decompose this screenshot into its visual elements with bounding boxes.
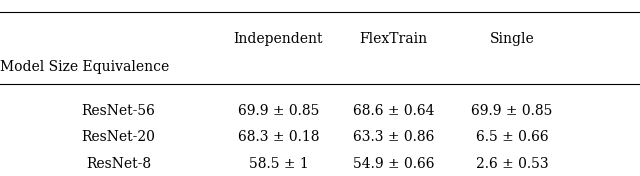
Text: ResNet-56: ResNet-56: [81, 104, 156, 118]
Text: 68.3 ± 0.18: 68.3 ± 0.18: [237, 130, 319, 144]
Text: 63.3 ± 0.86: 63.3 ± 0.86: [353, 130, 435, 144]
Text: 2.6 ± 0.53: 2.6 ± 0.53: [476, 157, 548, 171]
Text: Model Size Equivalence: Model Size Equivalence: [0, 60, 169, 74]
Text: 69.9 ± 0.85: 69.9 ± 0.85: [471, 104, 553, 118]
Text: Single: Single: [490, 32, 534, 46]
Text: 54.9 ± 0.66: 54.9 ± 0.66: [353, 157, 435, 171]
Text: 58.5 ± 1: 58.5 ± 1: [248, 157, 308, 171]
Text: Independent: Independent: [234, 32, 323, 46]
Text: ResNet-8: ResNet-8: [86, 157, 151, 171]
Text: 68.6 ± 0.64: 68.6 ± 0.64: [353, 104, 435, 118]
Text: 6.5 ± 0.66: 6.5 ± 0.66: [476, 130, 548, 144]
Text: ResNet-20: ResNet-20: [81, 130, 156, 144]
Text: 69.9 ± 0.85: 69.9 ± 0.85: [237, 104, 319, 118]
Text: FlexTrain: FlexTrain: [360, 32, 428, 46]
